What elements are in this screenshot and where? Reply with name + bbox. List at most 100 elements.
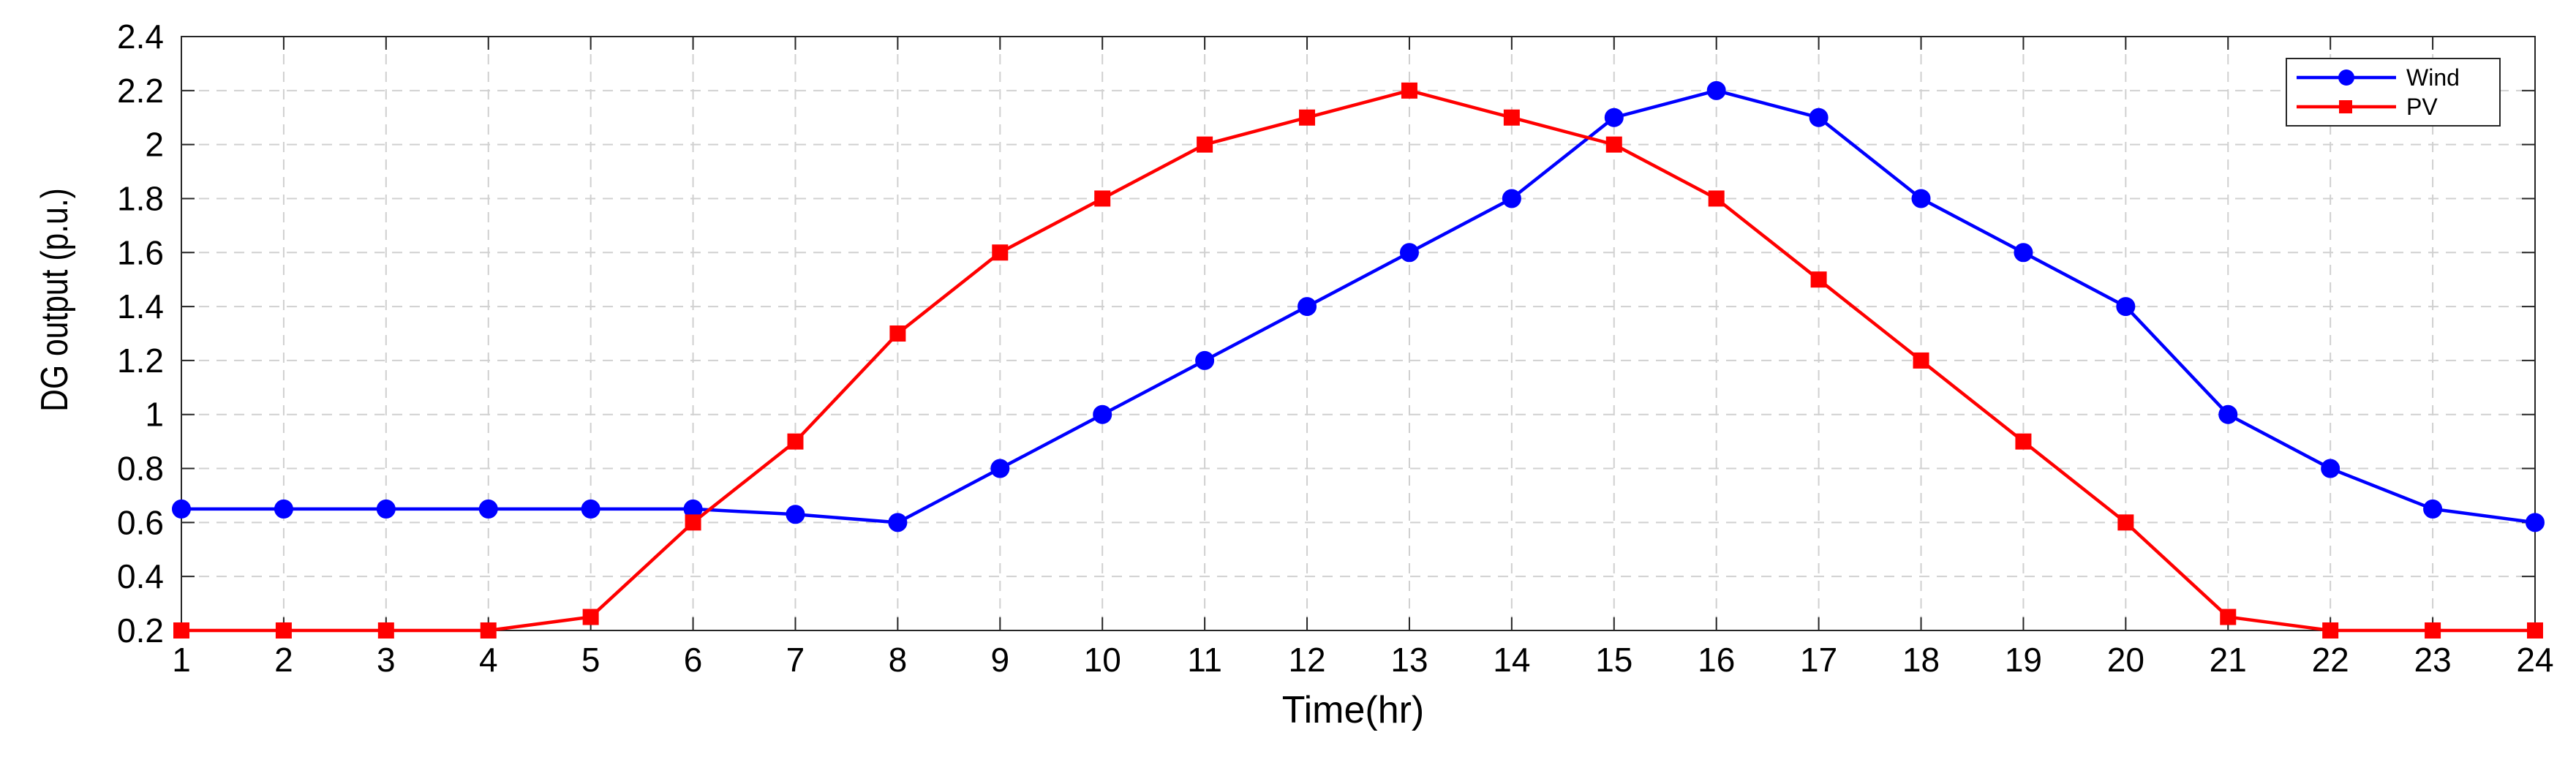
legend-label-pv: PV — [2406, 94, 2438, 120]
data-point-wind — [2014, 243, 2033, 263]
x-tick-label: 7 — [786, 641, 805, 679]
data-point-pv — [2425, 622, 2441, 639]
y-tick-label: 0.8 — [117, 450, 164, 488]
x-tick-label: 5 — [581, 641, 600, 679]
data-point-pv — [685, 514, 701, 531]
x-tick-label: 20 — [2107, 641, 2144, 679]
data-point-pv — [582, 609, 599, 625]
x-tick-label: 4 — [479, 641, 498, 679]
legend-label-wind: Wind — [2406, 64, 2460, 91]
data-point-pv — [2015, 433, 2032, 450]
data-point-wind — [2526, 513, 2545, 532]
x-tick-label: 2 — [274, 641, 293, 679]
data-point-pv — [889, 325, 906, 342]
x-tick-label: 18 — [1902, 641, 1940, 679]
data-point-wind — [1911, 189, 1931, 208]
x-tick-label: 12 — [1288, 641, 1325, 679]
data-point-pv — [1810, 271, 1827, 288]
y-tick-label: 1 — [145, 396, 164, 434]
y-tick-label: 0.4 — [117, 557, 164, 595]
data-point-pv — [1605, 136, 1622, 153]
data-point-pv — [2117, 514, 2134, 531]
grid — [181, 36, 2536, 631]
data-point-pv — [377, 622, 394, 639]
series-line-pv — [181, 88, 2535, 633]
y-tick-label: 1.4 — [117, 287, 164, 325]
x-tick-label: 8 — [889, 641, 908, 679]
data-point-wind — [1809, 108, 1829, 127]
data-point-pv — [1708, 190, 1725, 207]
data-point-wind — [2218, 404, 2238, 424]
series-line-wind — [181, 88, 2536, 524]
y-axis-label: DG output (p.u.) — [34, 188, 76, 412]
y-tick-label: 2 — [145, 126, 164, 164]
x-tick-label: 17 — [1800, 641, 1837, 679]
data-point-wind — [1706, 80, 1726, 100]
x-tick-label: 21 — [2210, 641, 2247, 679]
data-point-pv — [275, 622, 292, 639]
legend: Wind PV — [2286, 58, 2501, 127]
data-point-pv — [1503, 109, 1520, 126]
y-tick-label: 1.2 — [117, 342, 164, 380]
data-point-wind — [172, 499, 191, 519]
x-tick-label: 23 — [2414, 641, 2452, 679]
x-tick-label: 14 — [1493, 641, 1530, 679]
data-point-wind — [1502, 189, 1521, 208]
data-point-wind — [888, 513, 908, 532]
data-point-wind — [1093, 404, 1112, 424]
data-point-wind — [1298, 297, 1317, 317]
y-tick-label: 1.8 — [117, 179, 164, 217]
data-point-wind — [1195, 350, 1215, 370]
x-tick-label: 16 — [1698, 641, 1735, 679]
data-point-pv — [480, 622, 497, 639]
y-tick-label: 0.2 — [117, 611, 164, 649]
x-tick-label: 3 — [377, 641, 396, 679]
x-axis-label: Time(hr) — [1282, 689, 1425, 731]
data-point-wind — [478, 499, 498, 519]
x-tick-label: 19 — [2005, 641, 2042, 679]
data-point-pv — [2527, 622, 2543, 639]
data-point-wind — [2116, 297, 2136, 317]
x-tick-label: 13 — [1390, 641, 1428, 679]
x-axis-ticks: 1 2 3 4 5 6 7 8 9 10 11 12 13 14 15 16 17 18 19 20 21 22 23 24 — [172, 37, 2554, 679]
data-point-pv — [173, 622, 189, 639]
data-point-pv — [787, 433, 804, 450]
data-point-pv — [992, 244, 1009, 261]
x-tick-label: 10 — [1084, 641, 1121, 679]
x-tick-label: 1 — [172, 641, 191, 679]
x-tick-label: 11 — [1187, 641, 1222, 679]
x-tick-label: 24 — [2516, 641, 2553, 679]
data-point-wind — [1604, 108, 1624, 127]
data-point-pv — [2220, 609, 2237, 625]
y-tick-label: 1.6 — [117, 233, 164, 271]
data-point-pv — [1401, 82, 1417, 99]
data-point-pv — [1913, 352, 1929, 369]
x-tick-label: 6 — [684, 641, 703, 679]
data-point-pv — [2322, 622, 2339, 639]
legend-marker-wind — [2338, 69, 2354, 86]
x-tick-label: 9 — [991, 641, 1010, 679]
legend-marker-pv — [2339, 100, 2352, 113]
x-tick-label: 15 — [1595, 641, 1632, 679]
plot-border — [181, 36, 2536, 631]
data-point-wind — [990, 459, 1010, 478]
data-point-wind — [274, 499, 293, 519]
data-point-wind — [2423, 499, 2443, 519]
x-tick-label: 22 — [2312, 641, 2349, 679]
series-lines — [172, 80, 2545, 639]
data-point-pv — [1094, 190, 1111, 207]
data-point-wind — [1399, 243, 1419, 263]
data-point-wind — [2321, 459, 2340, 478]
legend-box — [2286, 58, 2501, 127]
data-point-wind — [581, 499, 600, 519]
y-tick-label: 2.2 — [117, 72, 164, 110]
y-axis-ticks: 0.2 0.4 0.6 0.8 1 1.2 1.4 1.6 1.8 2 2.2 2.4 — [117, 18, 2535, 649]
data-point-pv — [1197, 136, 1213, 153]
y-tick-label: 2.4 — [117, 18, 164, 56]
data-point-pv — [1299, 109, 1316, 126]
plot-frame — [181, 36, 2536, 631]
data-point-wind — [376, 499, 396, 519]
data-point-wind — [786, 505, 805, 524]
y-tick-label: 0.6 — [117, 503, 164, 541]
